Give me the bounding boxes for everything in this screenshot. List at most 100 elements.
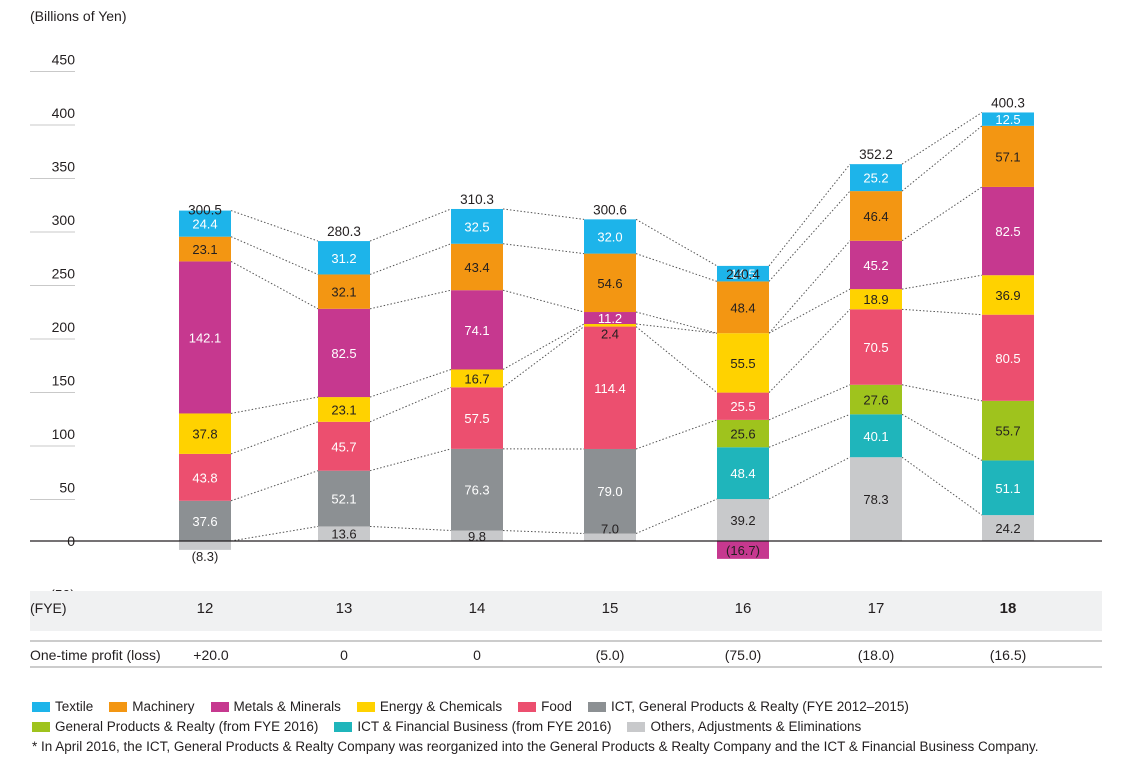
bar-segment-met <box>451 290 503 370</box>
data-label: 25.2 <box>863 171 888 186</box>
data-label: 24.4 <box>192 217 217 232</box>
y-tick-label: 350 <box>52 159 76 175</box>
y-tick-label: 300 <box>52 212 76 228</box>
bar-segment-ene <box>850 289 902 310</box>
bar-segment-ictf <box>717 447 769 500</box>
legend-swatch <box>32 702 50 712</box>
data-label: 16.7 <box>464 371 489 386</box>
connector-line <box>901 186 983 242</box>
connector-line <box>635 253 718 282</box>
connector-line <box>768 384 851 421</box>
y-tick-label: 50 <box>59 480 75 496</box>
legend-item: Food <box>518 697 572 717</box>
bar-segment-gen <box>850 384 902 415</box>
bar-segment-mach <box>850 191 902 241</box>
total-label: 240.4 <box>726 267 760 282</box>
bar-segment-food <box>717 392 769 420</box>
data-label: 23.1 <box>331 402 356 417</box>
legend-item: General Products & Realty (from FYE 2016… <box>32 717 318 737</box>
connector-line <box>635 419 718 450</box>
data-label: 39.2 <box>730 513 755 528</box>
data-label: 11.2 <box>598 311 622 326</box>
chart: (Billions of Yen)(50)0501001502002503003… <box>30 8 1102 668</box>
connector-line <box>635 326 718 393</box>
connector-line <box>369 386 452 423</box>
connector-line <box>230 396 319 414</box>
bar-segment-met <box>982 186 1034 276</box>
connector-line <box>901 308 983 316</box>
connector-line <box>635 323 718 334</box>
data-label: 51.1 <box>995 481 1020 496</box>
bar-segment-ictf <box>982 460 1034 516</box>
data-label: 12.5 <box>995 112 1020 127</box>
bar-segment-mach <box>717 281 769 334</box>
legend-row: General Products & Realty (from FYE 2016… <box>32 717 1039 737</box>
data-label: 14.5 <box>730 267 755 282</box>
total-label: 280.3 <box>327 224 361 239</box>
data-label: 57.5 <box>464 411 489 426</box>
y-tick-label: 150 <box>52 373 76 389</box>
bar-segment-ene <box>717 333 769 393</box>
connector-line <box>768 163 851 267</box>
data-label: 142.1 <box>189 330 222 345</box>
bar-segment-food <box>179 453 231 501</box>
data-label: 76.3 <box>464 483 489 498</box>
legend-swatch <box>627 722 646 732</box>
data-label: 24.2 <box>995 521 1020 536</box>
bar-segment-ictg <box>179 500 231 541</box>
bar-segment-food <box>451 387 503 449</box>
total-label: 300.6 <box>593 202 627 217</box>
connector-line <box>901 112 983 165</box>
data-label: 54.6 <box>597 276 622 291</box>
data-label: 55.5 <box>730 356 755 371</box>
x-tick-label: 12 <box>197 600 214 617</box>
bar-segment-food <box>982 314 1034 401</box>
data-label: 18.9 <box>863 292 888 307</box>
connector-line <box>635 311 718 334</box>
x-tick-label: 17 <box>868 600 885 617</box>
bar-segment-oth <box>584 533 636 541</box>
data-label: 36.9 <box>995 288 1020 303</box>
data-label: 46.4 <box>863 209 888 224</box>
bar-segment-met <box>179 261 231 414</box>
legend-label: ICT, General Products & Realty (FYE 2012… <box>610 699 909 714</box>
connector-line <box>635 498 718 534</box>
y-tick-label: 400 <box>52 105 76 121</box>
bar-segment-oth <box>717 499 769 541</box>
data-label: 70.5 <box>863 340 888 355</box>
legend-label: Textile <box>55 699 94 714</box>
bar-segment-mach <box>982 125 1034 187</box>
data-label: 55.7 <box>995 424 1020 439</box>
data-label: (8.3) <box>192 549 219 564</box>
connector-line <box>901 456 983 516</box>
bar-segment-ene <box>584 324 636 327</box>
bar-segment-tex <box>179 210 231 237</box>
data-label: 25.6 <box>730 427 755 442</box>
connector-line <box>502 208 585 220</box>
data-label: 7.0 <box>601 522 619 537</box>
bar-segment-gen <box>982 400 1034 461</box>
connector-line <box>230 421 319 455</box>
y-tick-label: 250 <box>52 266 76 282</box>
data-label: 48.4 <box>730 466 755 481</box>
legend-item: Energy & Chemicals <box>356 697 502 717</box>
data-label: 74.1 <box>464 323 489 338</box>
bar-segment-food <box>584 326 636 449</box>
bar-segment-tex <box>850 164 902 192</box>
data-label: 37.6 <box>192 514 217 529</box>
data-label: 79.0 <box>597 484 622 499</box>
bar-segment-food <box>318 421 370 471</box>
data-label: 82.5 <box>995 224 1020 239</box>
bar-segment-oth <box>982 515 1034 541</box>
legend: Textile Machinery Metals & Minerals Energy … <box>32 697 1039 757</box>
bar-segment-mach <box>451 243 503 291</box>
data-label: 48.4 <box>730 300 755 315</box>
legend-label: Food <box>541 699 572 714</box>
data-label: 40.1 <box>863 429 888 444</box>
footnote: * In April 2016, the ICT, General Produc… <box>32 739 1039 754</box>
data-label: 9.8 <box>468 529 486 544</box>
data-label: 27.6 <box>863 393 888 408</box>
legend-swatch <box>32 722 50 732</box>
connector-line <box>768 240 851 334</box>
bar-segment-mach <box>179 236 231 262</box>
